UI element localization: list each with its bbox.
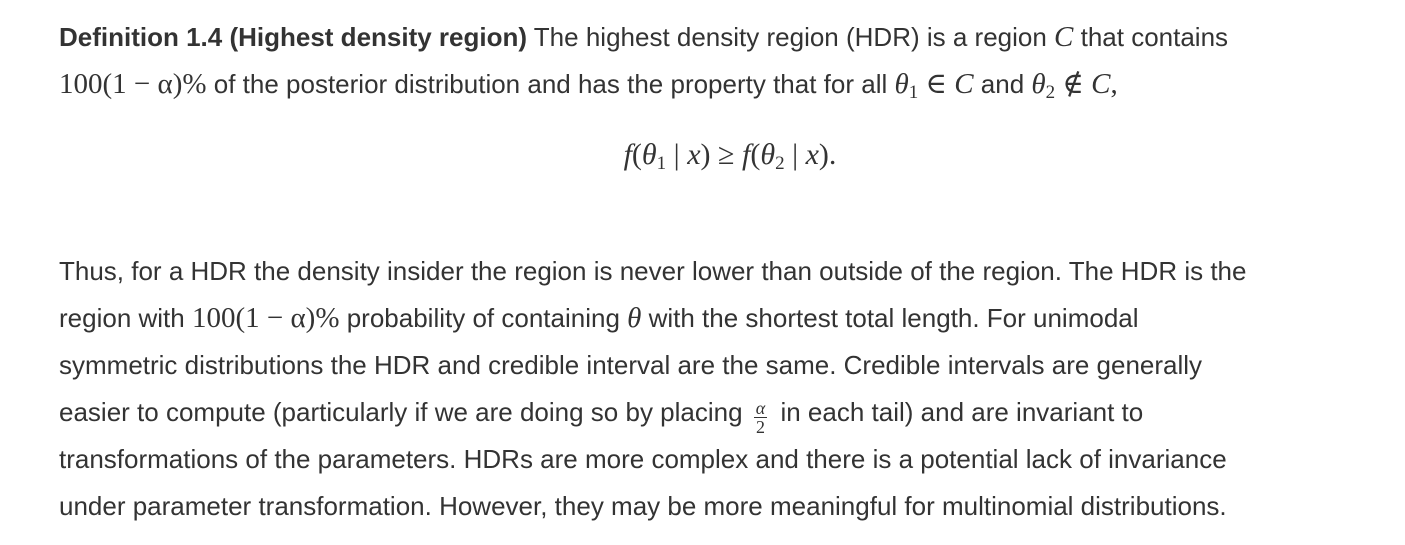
math-f: f <box>623 138 632 171</box>
display-equation: f(θ1 | x) ≥ f(θ2 | x). <box>59 132 1401 187</box>
math-subscript: 1 <box>656 153 667 174</box>
math-theta: θ <box>1031 68 1046 100</box>
math-comma: , <box>1110 68 1118 100</box>
math-paren: ( <box>631 138 642 171</box>
math-coverage: 100(1 − α)% <box>191 302 340 334</box>
math-f: f <box>741 138 751 171</box>
paragraph-text: region with <box>59 303 192 333</box>
paragraph-text: with the shortest total length. For unim… <box>641 303 1139 333</box>
fraction-bar <box>753 417 768 418</box>
math-theta: θ <box>641 138 657 171</box>
math-geq-symbol: ≥ <box>710 138 742 171</box>
math-paren: ) <box>700 138 711 171</box>
paragraph-line-4: easier to compute (particularly if we ar… <box>59 389 1144 437</box>
definition-text: The highest density region (HDR) is a re… <box>527 22 1055 52</box>
paragraph-line-2: region with 100(1 − α)% probability of c… <box>59 295 1139 341</box>
math-var-c: C <box>954 68 974 100</box>
definition-line-2: 100(1 − α)% of the posterior distributio… <box>59 61 1118 107</box>
paragraph-line-5: transformations of the parameters. HDRs … <box>59 444 1227 474</box>
math-coverage: 100(1 − α)% <box>59 68 207 100</box>
fraction-numerator: α <box>755 398 766 418</box>
math-x: x <box>687 138 701 171</box>
math-notin-symbol: ∉ <box>1055 68 1092 100</box>
math-theta: θ <box>627 302 642 334</box>
definition-text: that contains <box>1073 22 1229 52</box>
math-subscript: 2 <box>1045 82 1056 103</box>
math-paren-period: ). <box>818 138 837 171</box>
paragraph-line-6: under parameter transformation. However,… <box>59 491 1227 521</box>
math-theta: θ <box>894 68 909 100</box>
math-x: x <box>805 138 819 171</box>
definition-text: and <box>973 69 1032 99</box>
math-in-symbol: ∈ <box>918 68 955 100</box>
definition-text: of the posterior distribution and has th… <box>206 69 895 99</box>
paragraph-line-3: symmetric distributions the HDR and cred… <box>59 350 1203 380</box>
definition-line-1: Definition 1.4 (Highest density region) … <box>59 14 1228 60</box>
paragraph-text: easier to compute (particularly if we ar… <box>59 397 750 427</box>
paragraph-line-1: Thus, for a HDR the density insider the … <box>59 256 1247 286</box>
math-subscript: 2 <box>775 153 785 174</box>
math-var-c: C <box>1054 21 1074 53</box>
math-given-bar: | <box>666 138 688 171</box>
math-theta: θ <box>760 138 776 171</box>
math-var-c: C <box>1091 68 1111 100</box>
math-paren: ( <box>750 138 761 171</box>
math-subscript: 1 <box>908 82 919 103</box>
fraction-denominator: 2 <box>756 417 766 437</box>
definition-label: Definition 1.4 (Highest density region) <box>59 22 528 52</box>
paragraph-text: in each tail) and are invariant to <box>773 397 1144 427</box>
paragraph-text: probability of containing <box>339 303 628 333</box>
math-given-bar: | <box>784 138 806 171</box>
